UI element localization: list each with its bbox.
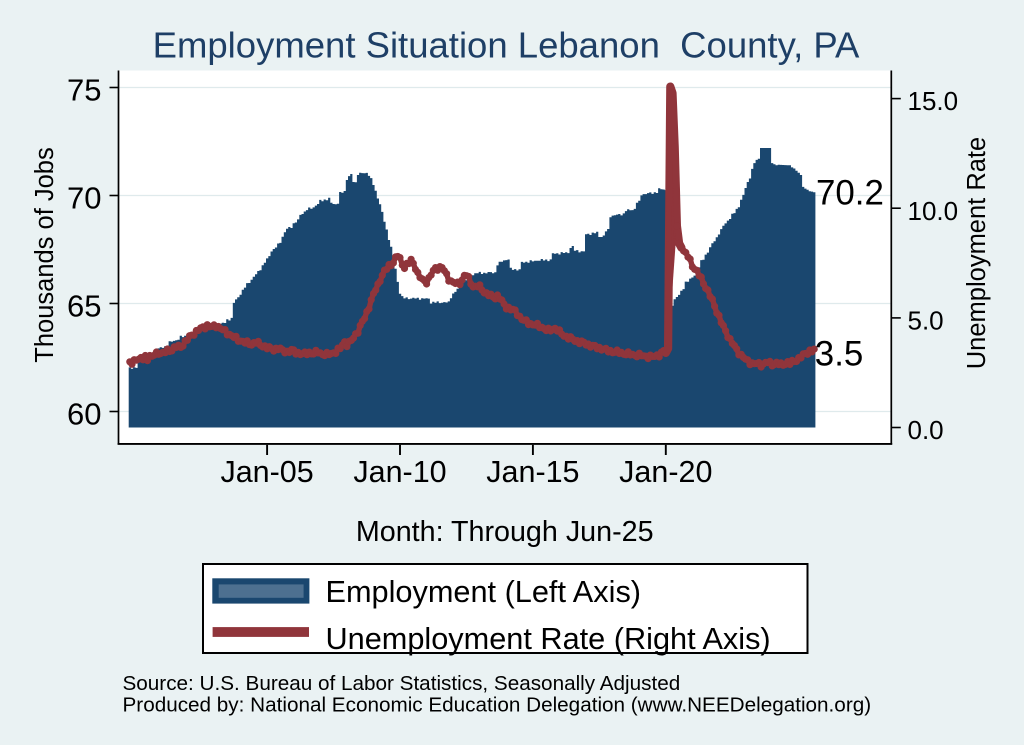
svg-text:0.0: 0.0 (908, 415, 944, 445)
svg-text:65: 65 (67, 289, 101, 324)
svg-text:Month: Through Jun-25: Month: Through Jun-25 (356, 516, 654, 548)
svg-text:5.0: 5.0 (908, 305, 944, 335)
svg-text:Jan-05: Jan-05 (220, 455, 313, 489)
svg-text:Jan-20: Jan-20 (619, 455, 712, 489)
svg-text:Unemployment Rate: Unemployment Rate (963, 137, 991, 369)
svg-text:70.2: 70.2 (816, 173, 884, 212)
svg-text:10.0: 10.0 (908, 196, 959, 226)
svg-text:60: 60 (67, 397, 101, 432)
svg-text:Produced by: National Economic: Produced by: National Economic Education… (123, 694, 872, 717)
svg-text:Employment (Left Axis): Employment (Left Axis) (326, 574, 642, 609)
svg-text:Employment Situation Lebanon: Employment Situation Lebanon County, PA (153, 25, 860, 66)
svg-text:Jan-15: Jan-15 (486, 455, 579, 489)
svg-text:Source: U.S. Bureau of Labor S: Source: U.S. Bureau of Labor Statistics,… (123, 672, 681, 695)
svg-text:Thousands of Jobs: Thousands of Jobs (31, 147, 59, 362)
svg-text:70: 70 (67, 181, 101, 216)
svg-text:15.0: 15.0 (908, 86, 959, 116)
svg-text:Unemployment Rate (Right Axis): Unemployment Rate (Right Axis) (326, 621, 771, 656)
svg-text:3.5: 3.5 (815, 335, 864, 374)
svg-text:Jan-10: Jan-10 (353, 455, 446, 489)
svg-text:75: 75 (67, 73, 101, 108)
